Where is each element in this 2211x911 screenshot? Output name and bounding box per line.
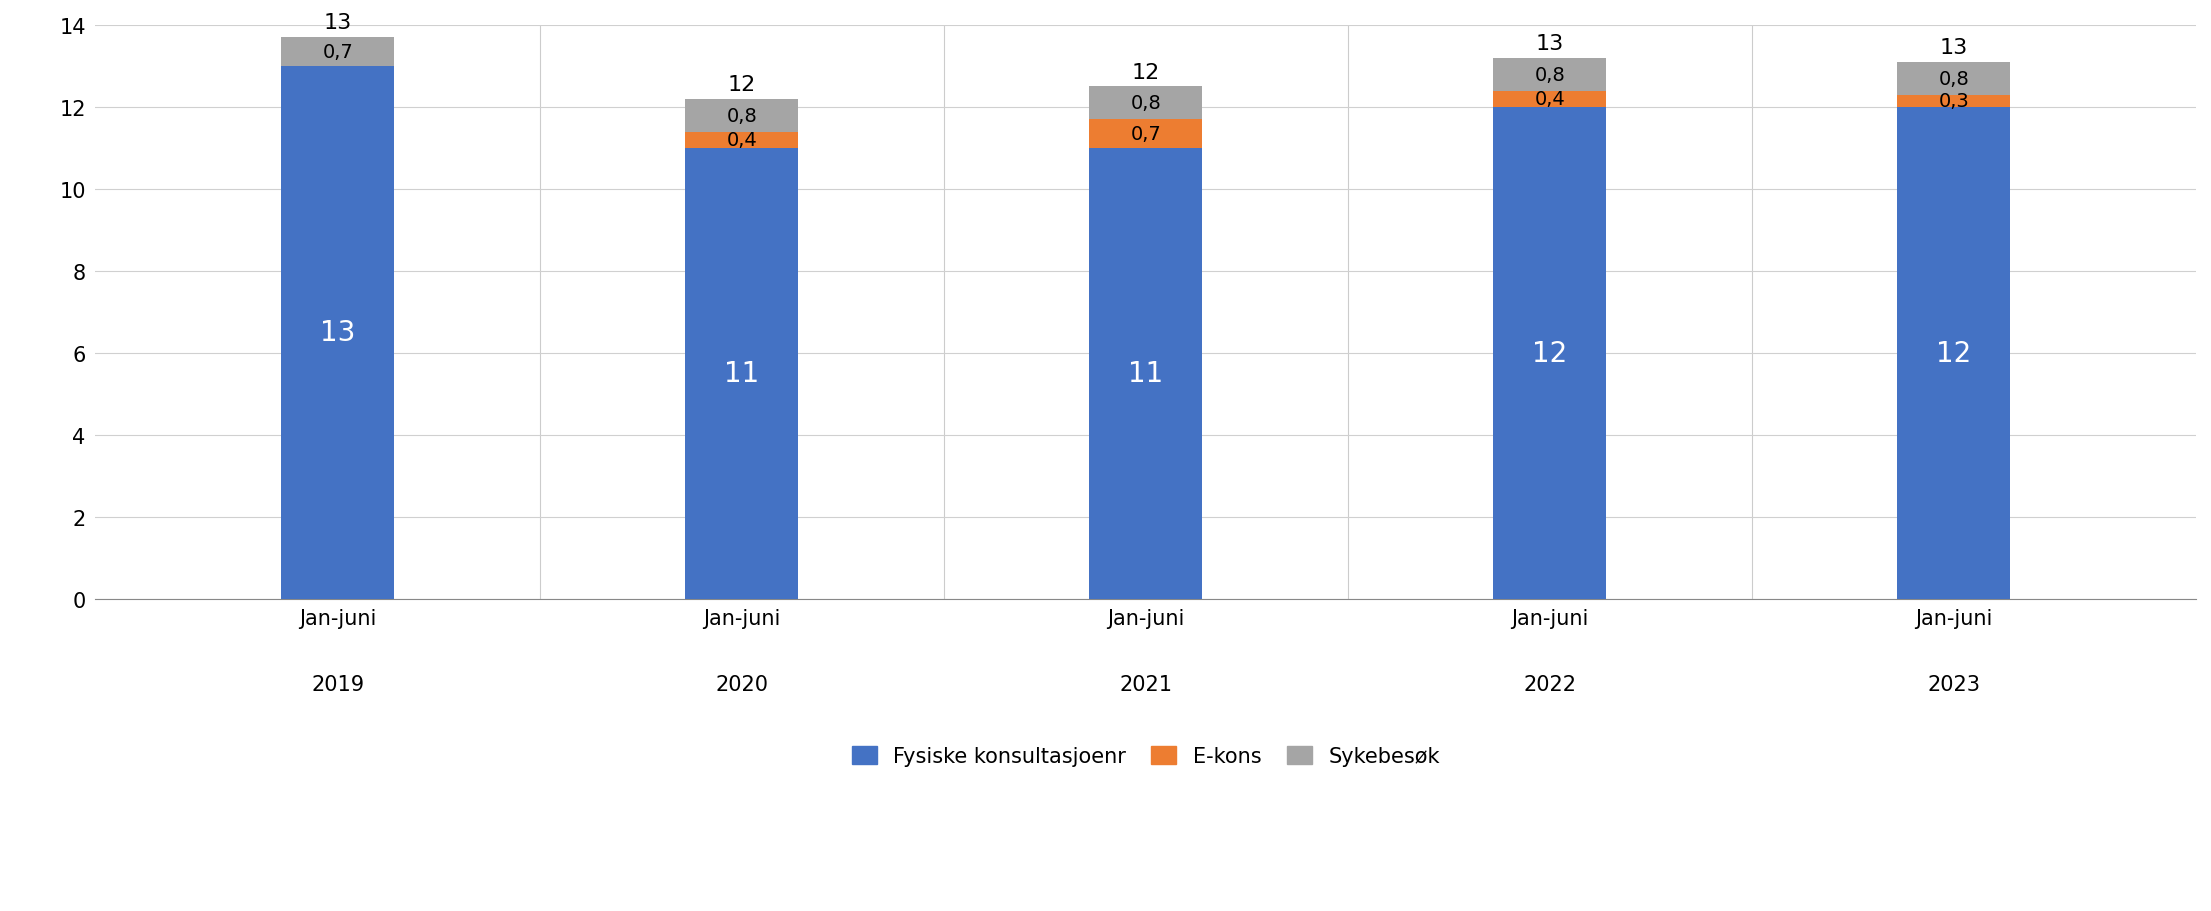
Text: 11: 11: [725, 360, 758, 388]
Bar: [1090, 87, 1203, 120]
Bar: [1492, 58, 1605, 91]
Bar: [1897, 107, 2010, 599]
Text: 12: 12: [727, 75, 756, 95]
Text: 0,7: 0,7: [1130, 125, 1161, 144]
Text: 13: 13: [321, 319, 356, 347]
Bar: [1090, 148, 1203, 599]
Text: 0,3: 0,3: [1939, 92, 1970, 111]
Bar: [685, 99, 798, 132]
Bar: [281, 67, 394, 599]
Text: 0,4: 0,4: [1534, 90, 1565, 109]
Text: 0,8: 0,8: [1534, 66, 1565, 85]
Text: 13: 13: [1537, 34, 1563, 54]
Legend: Fysiske konsultasjoenr, E-kons, Sykebesøk: Fysiske konsultasjoenr, E-kons, Sykebesø…: [842, 735, 1450, 777]
Text: 11: 11: [1128, 360, 1163, 388]
Bar: [1492, 107, 1605, 599]
Text: 0,8: 0,8: [727, 107, 756, 126]
Text: 0,8: 0,8: [1939, 69, 1970, 88]
Bar: [1897, 96, 2010, 107]
Bar: [1492, 91, 1605, 107]
Text: 0,4: 0,4: [727, 131, 756, 150]
Bar: [685, 132, 798, 148]
Text: 13: 13: [1939, 38, 1968, 58]
Bar: [281, 38, 394, 67]
Text: 0,7: 0,7: [323, 43, 354, 62]
Text: 12: 12: [1937, 340, 1972, 367]
Text: 12: 12: [1532, 340, 1568, 367]
Bar: [685, 148, 798, 599]
Text: 12: 12: [1132, 63, 1161, 82]
Bar: [1090, 120, 1203, 148]
Text: 0,8: 0,8: [1130, 94, 1161, 113]
Text: 13: 13: [323, 14, 352, 34]
Bar: [1897, 63, 2010, 96]
